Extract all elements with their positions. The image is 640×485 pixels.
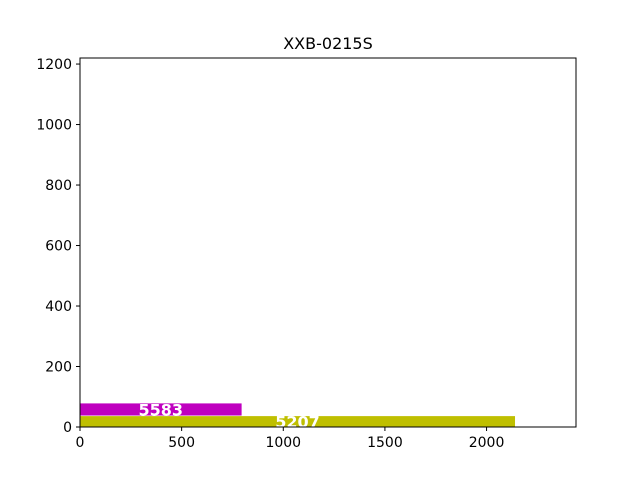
bar-label-5583: 5583 [139,400,184,419]
bars-group [80,403,516,427]
x-tick-label: 2000 [469,435,505,451]
x-axis: 0 500 1000 1500 2000 [76,427,505,451]
bar-5207 [80,416,516,427]
y-tick-label: 0 [63,420,72,436]
bar-label-5207: 5207 [275,413,320,432]
y-tick-label: 200 [45,360,72,376]
y-tick-label: 800 [45,178,72,194]
plot-frame [79,57,577,428]
x-tick-label: 0 [76,435,85,451]
bar-5583 [80,403,242,416]
x-tick-label: 1500 [367,435,403,451]
y-tick-label: 1000 [36,118,72,134]
y-tick-label: 600 [45,239,72,255]
chart-title: XXB-0215S [283,34,373,53]
x-tick-label: 1000 [265,435,301,451]
y-axis: 0 200 400 600 800 1000 1200 [36,57,80,436]
y-tick-label: 400 [45,299,72,315]
y-tick-label: 1200 [36,57,72,73]
x-tick-label: 500 [168,435,195,451]
